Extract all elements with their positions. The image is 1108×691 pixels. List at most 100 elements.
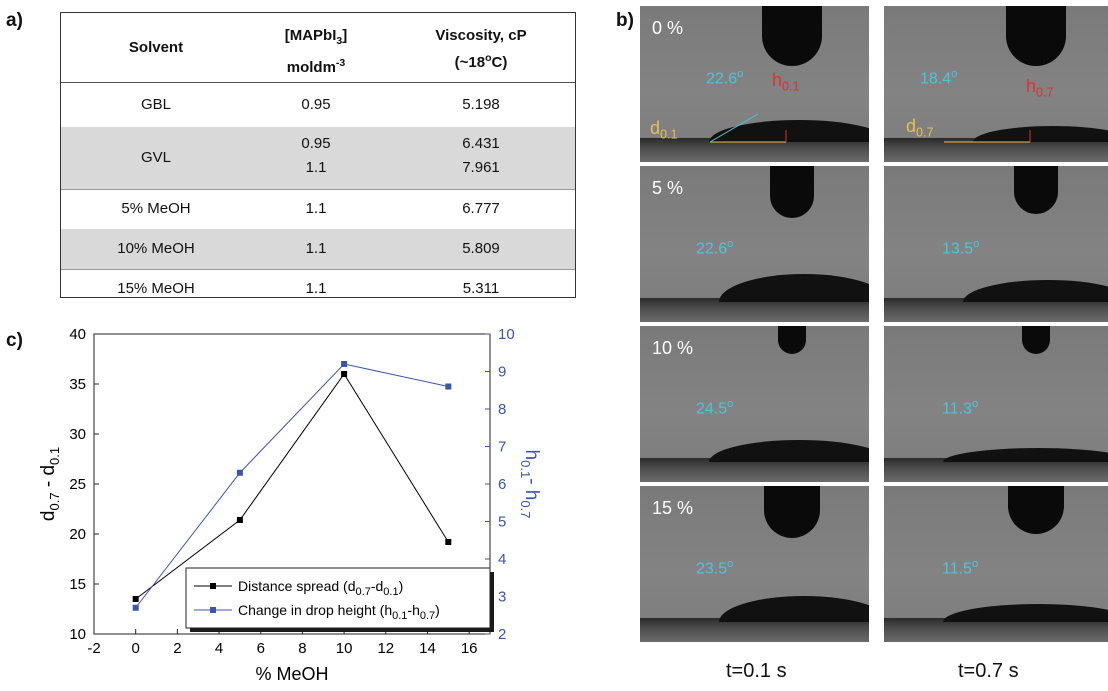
sessile-droplet	[943, 448, 1108, 462]
x-axis-label: % MeOH	[255, 664, 328, 684]
table-cell-solvent: 15% MeOH	[117, 280, 195, 297]
data-point	[132, 596, 139, 602]
table-cell-concentration: 1.1	[305, 280, 327, 297]
drop-height-label: h0.7	[1026, 76, 1054, 100]
y-tick-label: 30	[69, 426, 86, 443]
legend-box	[185, 567, 491, 629]
y2-tick-label: 3	[498, 589, 506, 606]
droplet-photo: 0 % 22.6o d0.1 h0.1	[640, 6, 869, 162]
time-label-0.7s: t=0.7 s	[958, 660, 1019, 682]
sessile-droplet	[973, 126, 1108, 142]
table-cell-solvent: 10% MeOH	[117, 240, 195, 257]
meoh-percent-label: 15 %	[652, 498, 694, 518]
table-cell-solvent: GBL	[140, 96, 171, 113]
sessile-droplet	[719, 596, 869, 622]
y2-tick-label: 6	[498, 476, 506, 493]
needle-drop	[1014, 166, 1058, 214]
droplet-photo: 10 % 24.5o	[640, 326, 869, 482]
meoh-percent-label: 0 %	[652, 18, 684, 38]
x-tick-label: 16	[461, 640, 478, 657]
table-cell-viscosity: 7.961	[462, 159, 500, 176]
table-cell-viscosity: 6.777	[462, 200, 500, 217]
drop-diameter-label: d0.7	[906, 116, 934, 140]
table-header-concentration: [MAPbI3] moldm-3	[284, 27, 348, 76]
data-point	[236, 517, 243, 523]
droplet-photo: 15 % 23.5o	[640, 486, 869, 642]
data-point	[236, 469, 243, 476]
contact-angle-value: 18.4o	[920, 68, 958, 88]
x-tick-label: 2	[173, 640, 181, 657]
y-tick-label: 35	[69, 376, 86, 393]
data-point	[445, 383, 452, 390]
table-cell-concentration: 0.95	[301, 135, 331, 152]
table-divider	[61, 189, 575, 190]
contact-angle-value: 23.5o	[696, 558, 734, 578]
substrate	[884, 298, 1108, 322]
table-cell-viscosity: 5.809	[462, 240, 500, 257]
substrate	[640, 458, 869, 482]
panel-label-a: a)	[6, 10, 23, 31]
table-row: GVL 0.95 1.1 6.431 7.961	[61, 127, 575, 189]
y-tick-label: 20	[69, 526, 86, 543]
measurement-lines	[709, 113, 787, 143]
contact-angle-value: 11.5o	[942, 558, 979, 578]
sessile-droplet	[719, 274, 869, 302]
sessile-droplet	[963, 280, 1108, 302]
drop-height-label: h0.1	[772, 70, 800, 94]
table-divider	[61, 269, 575, 270]
needle-drop	[762, 6, 822, 66]
needle-drop	[778, 326, 806, 354]
substrate	[884, 618, 1108, 642]
contact-angle-value: 24.5o	[696, 398, 734, 418]
measurement-lines	[944, 130, 1031, 143]
substrate	[640, 618, 869, 642]
x-tick-label: 12	[377, 640, 394, 657]
y2-axis-label: h0.1- h0.7	[518, 450, 542, 519]
data-point	[341, 371, 348, 377]
y2-tick-label: 7	[498, 439, 506, 456]
spread-height-chart: -2 0 2 4 6 8 10 12 14 16 10 15 20 25 30 35 40 2 3 4 5 6 7 8 9 10%…	[38, 326, 542, 684]
y-tick-label: 10	[69, 626, 86, 643]
substrate	[640, 298, 869, 322]
y2-tick-label: 9	[498, 364, 506, 381]
meoh-percent-label: 5 %	[652, 178, 684, 198]
table-cell-concentration: 1.1	[305, 240, 327, 257]
legend-marker	[210, 607, 216, 613]
data-point	[445, 539, 452, 545]
x-tick-label: 0	[132, 640, 140, 657]
table-cell-viscosity: 5.198	[462, 96, 500, 113]
table-divider	[61, 82, 575, 83]
droplet-photo: 11.5o	[884, 486, 1108, 642]
table-cell-viscosity: 5.311	[462, 280, 500, 297]
x-tick-label: 6	[257, 640, 265, 657]
series-line	[135, 363, 449, 609]
x-tick-label: 14	[419, 640, 436, 657]
table-cell-concentration: 1.1	[305, 200, 327, 217]
table-cell-concentration: 0.95	[301, 96, 331, 113]
table-row: 15% MeOH 1.1 5.311	[61, 269, 575, 309]
table-header-viscosity: Viscosity, cP (~18oC)	[435, 27, 527, 71]
needle-drop	[770, 166, 814, 218]
contact-angle-value: 22.6o	[696, 238, 734, 258]
y2-tick-label: 8	[498, 401, 506, 418]
x-tick-label: 4	[215, 640, 223, 657]
needle-drop	[764, 486, 820, 538]
droplet-photo: 5 % 22.6o	[640, 166, 869, 322]
y-axis-label: d0.7 - d0.1	[38, 447, 62, 521]
table-row: 5% MeOH 1.1 6.777	[61, 189, 575, 229]
y-tick-label: 25	[69, 476, 86, 493]
sessile-droplet	[943, 604, 1108, 622]
table-cell-viscosity: 6.431	[462, 135, 500, 152]
time-label-0.1s: t=0.1 s	[726, 660, 787, 682]
contact-angle-value: 11.3o	[942, 398, 979, 418]
y2-tick-label: 10	[498, 326, 515, 343]
panel-label-b: b)	[616, 10, 634, 31]
needle-drop	[1022, 326, 1050, 354]
legend-marker	[210, 583, 216, 589]
x-tick-label: 10	[336, 640, 353, 657]
sessile-droplet	[709, 120, 869, 142]
table-header-solvent: Solvent	[128, 39, 184, 56]
table-cell-concentration: 1.1	[305, 159, 327, 176]
contact-angle-value: 13.5o	[942, 238, 980, 258]
y2-tick-label: 4	[498, 551, 506, 568]
